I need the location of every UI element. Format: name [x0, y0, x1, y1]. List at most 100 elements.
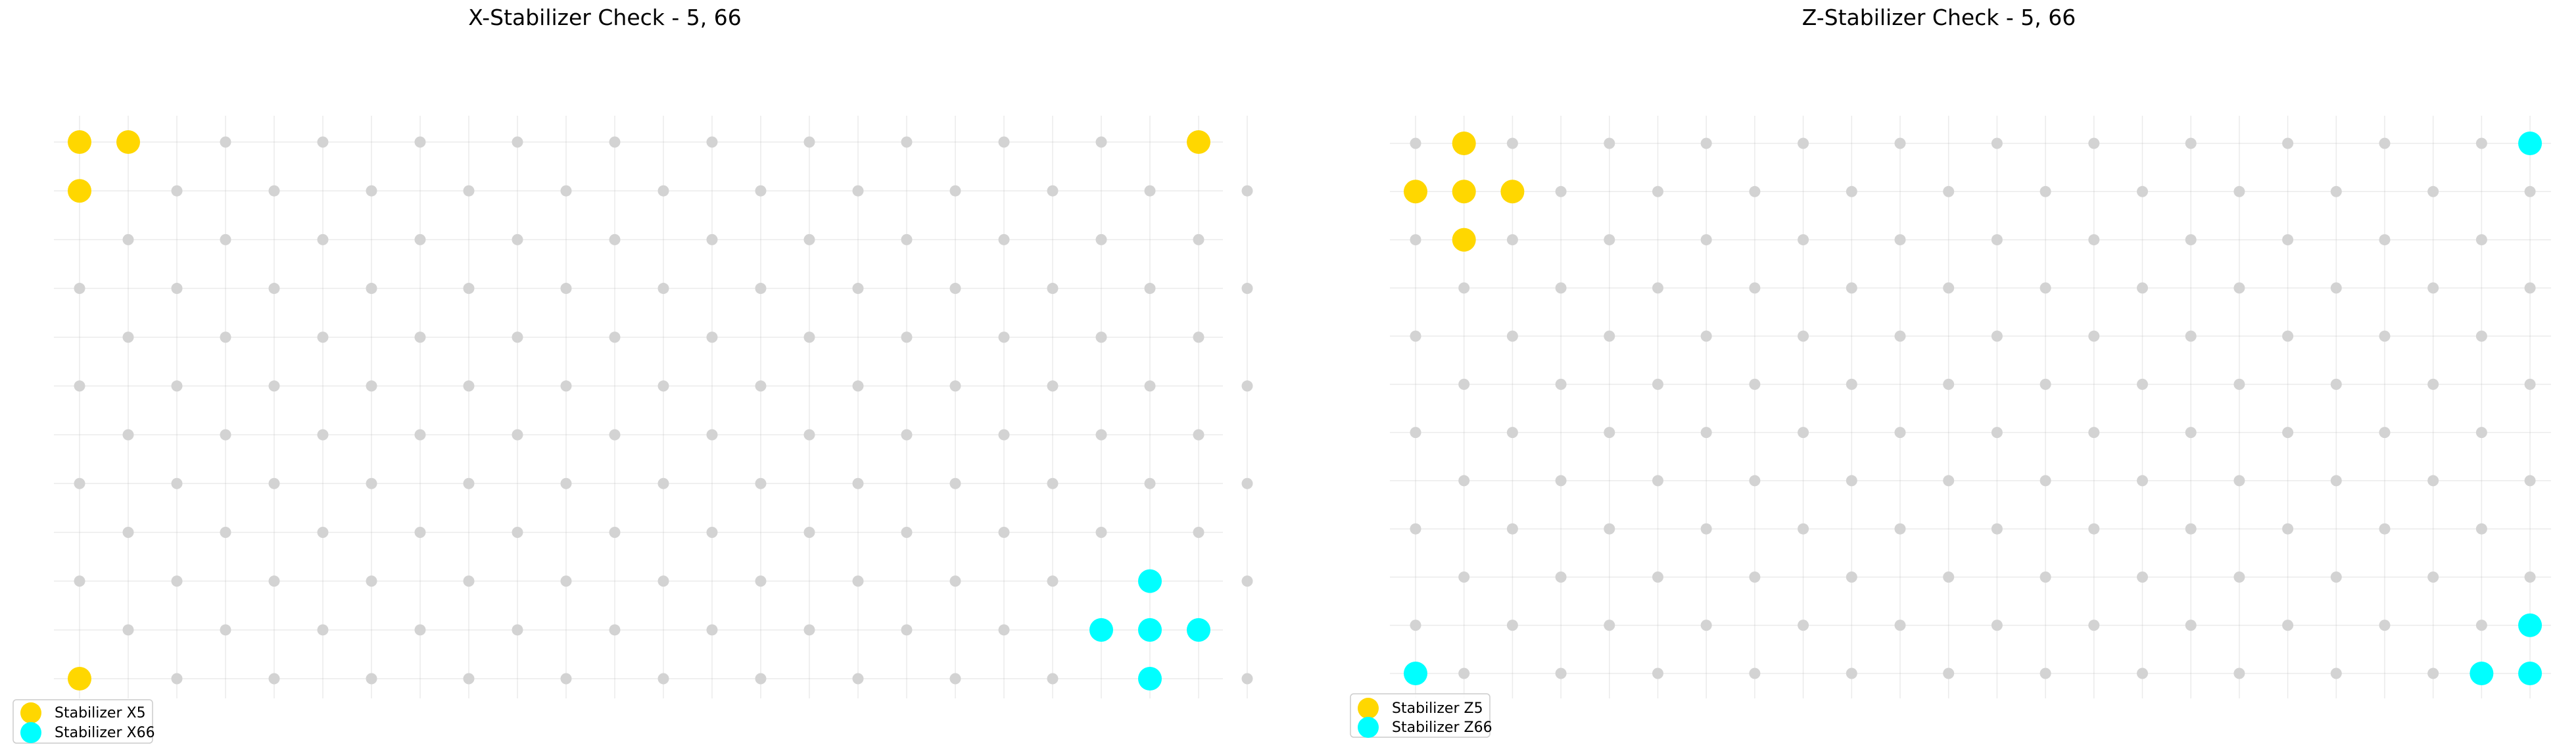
chart-title-z: Z-Stabilizer Check - 5, 66	[1802, 5, 2076, 30]
qubit-point	[852, 673, 864, 685]
qubit-point	[998, 526, 1010, 538]
qubit-point	[1144, 380, 1156, 392]
qubit-point	[1846, 378, 1857, 390]
qubit-point	[2088, 234, 2100, 246]
qubit-point	[171, 575, 183, 587]
qubit-point	[803, 233, 815, 245]
qubit-point	[852, 477, 864, 489]
qubit-point	[366, 283, 377, 295]
qubit-point	[2475, 330, 2487, 342]
qubit-point	[2427, 668, 2439, 679]
qubit-point	[2475, 427, 2487, 439]
qubit-point	[2282, 234, 2294, 246]
qubit-point	[1095, 429, 1107, 441]
qubit-point	[512, 526, 523, 538]
lattice-z	[1410, 137, 2536, 679]
qubit-point	[1991, 523, 2003, 535]
grid-z	[1390, 116, 2551, 698]
stabilizer-point-stabilizer-z66	[2469, 662, 2494, 685]
qubit-point	[609, 429, 621, 441]
legend-label-z5: Stabilizer Z5	[1392, 700, 1483, 717]
qubit-point	[1604, 523, 1615, 535]
qubit-point	[1652, 571, 1663, 583]
qubit-point	[2379, 330, 2391, 342]
qubit-point	[609, 624, 621, 636]
qubit-point	[1652, 185, 1663, 197]
qubit-point	[560, 283, 572, 295]
qubit-point	[1193, 331, 1205, 343]
stabilizer-point-stabilizer-z5	[1404, 180, 1427, 204]
qubit-point	[2137, 282, 2148, 294]
qubit-point	[2185, 427, 2197, 439]
qubit-point	[74, 477, 85, 489]
qubit-point	[414, 624, 426, 636]
qubit-point	[1047, 673, 1059, 685]
qubit-point	[2233, 668, 2245, 679]
stabilizer-point-stabilizer-x66	[1138, 618, 1162, 642]
qubit-point	[1555, 282, 1567, 294]
qubit-point	[2427, 378, 2439, 390]
qubit-point	[1506, 330, 1518, 342]
qubit-point	[1410, 137, 1421, 149]
qubit-point	[463, 380, 475, 392]
qubit-point	[1846, 668, 1857, 679]
legend-z: Stabilizer Z5 Stabilizer Z66	[1350, 693, 1492, 738]
qubit-point	[1193, 526, 1205, 538]
qubit-point	[1749, 185, 1761, 197]
qubit-point	[220, 136, 231, 148]
qubit-point	[1991, 137, 2003, 149]
qubit-point	[657, 380, 669, 392]
qubit-point	[1700, 427, 1712, 439]
qubit-point	[2039, 475, 2051, 487]
qubit-point	[2282, 427, 2294, 439]
qubit-point	[2379, 523, 2391, 535]
qubit-point	[1047, 380, 1059, 392]
qubit-point	[2137, 668, 2148, 679]
qubit-point	[2379, 427, 2391, 439]
qubit-point	[2524, 185, 2536, 197]
qubit-point	[122, 331, 134, 343]
qubit-point	[2427, 571, 2439, 583]
qubit-point	[560, 380, 572, 392]
qubit-point	[512, 624, 523, 636]
qubit-point	[1410, 619, 1421, 631]
qubit-point	[1410, 234, 1421, 246]
qubit-point	[1894, 330, 1906, 342]
qubit-point	[1047, 575, 1059, 587]
qubit-point	[171, 185, 183, 197]
lattice-x	[74, 136, 1253, 685]
qubit-point	[1604, 427, 1615, 439]
qubit-point	[366, 185, 377, 197]
qubit-point	[1943, 571, 1955, 583]
qubit-point	[317, 233, 329, 245]
qubit-point	[706, 624, 718, 636]
qubit-point	[1095, 136, 1107, 148]
qubit-point	[2282, 137, 2294, 149]
qubit-point	[171, 673, 183, 685]
x-stabilizer-panel: X-Stabilizer Check - 5, 66 Stabilizer X5…	[12, 5, 1253, 744]
qubit-point	[1943, 185, 1955, 197]
qubit-point	[122, 624, 134, 636]
qubit-point	[268, 283, 280, 295]
qubit-point	[1991, 234, 2003, 246]
qubit-point	[609, 136, 621, 148]
qubit-point	[512, 331, 523, 343]
qubit-point	[2233, 282, 2245, 294]
qubit-point	[2282, 619, 2294, 631]
qubit-point	[463, 477, 475, 489]
qubit-point	[2475, 523, 2487, 535]
qubit-point	[901, 624, 913, 636]
qubit-point	[949, 477, 961, 489]
qubit-point	[998, 624, 1010, 636]
qubit-point	[2524, 378, 2536, 390]
qubit-point	[2039, 571, 2051, 583]
qubit-point	[74, 380, 85, 392]
stabilizer-point-stabilizer-z5	[1500, 180, 1525, 204]
qubit-point	[657, 673, 669, 685]
qubit-point	[2233, 571, 2245, 583]
qubit-point	[2427, 282, 2439, 294]
stabilizer-point-stabilizer-x5	[1187, 130, 1210, 155]
qubit-point	[949, 283, 961, 295]
stabilizer-point-stabilizer-x5	[68, 130, 91, 155]
legend-marker-z66	[1358, 717, 1379, 738]
